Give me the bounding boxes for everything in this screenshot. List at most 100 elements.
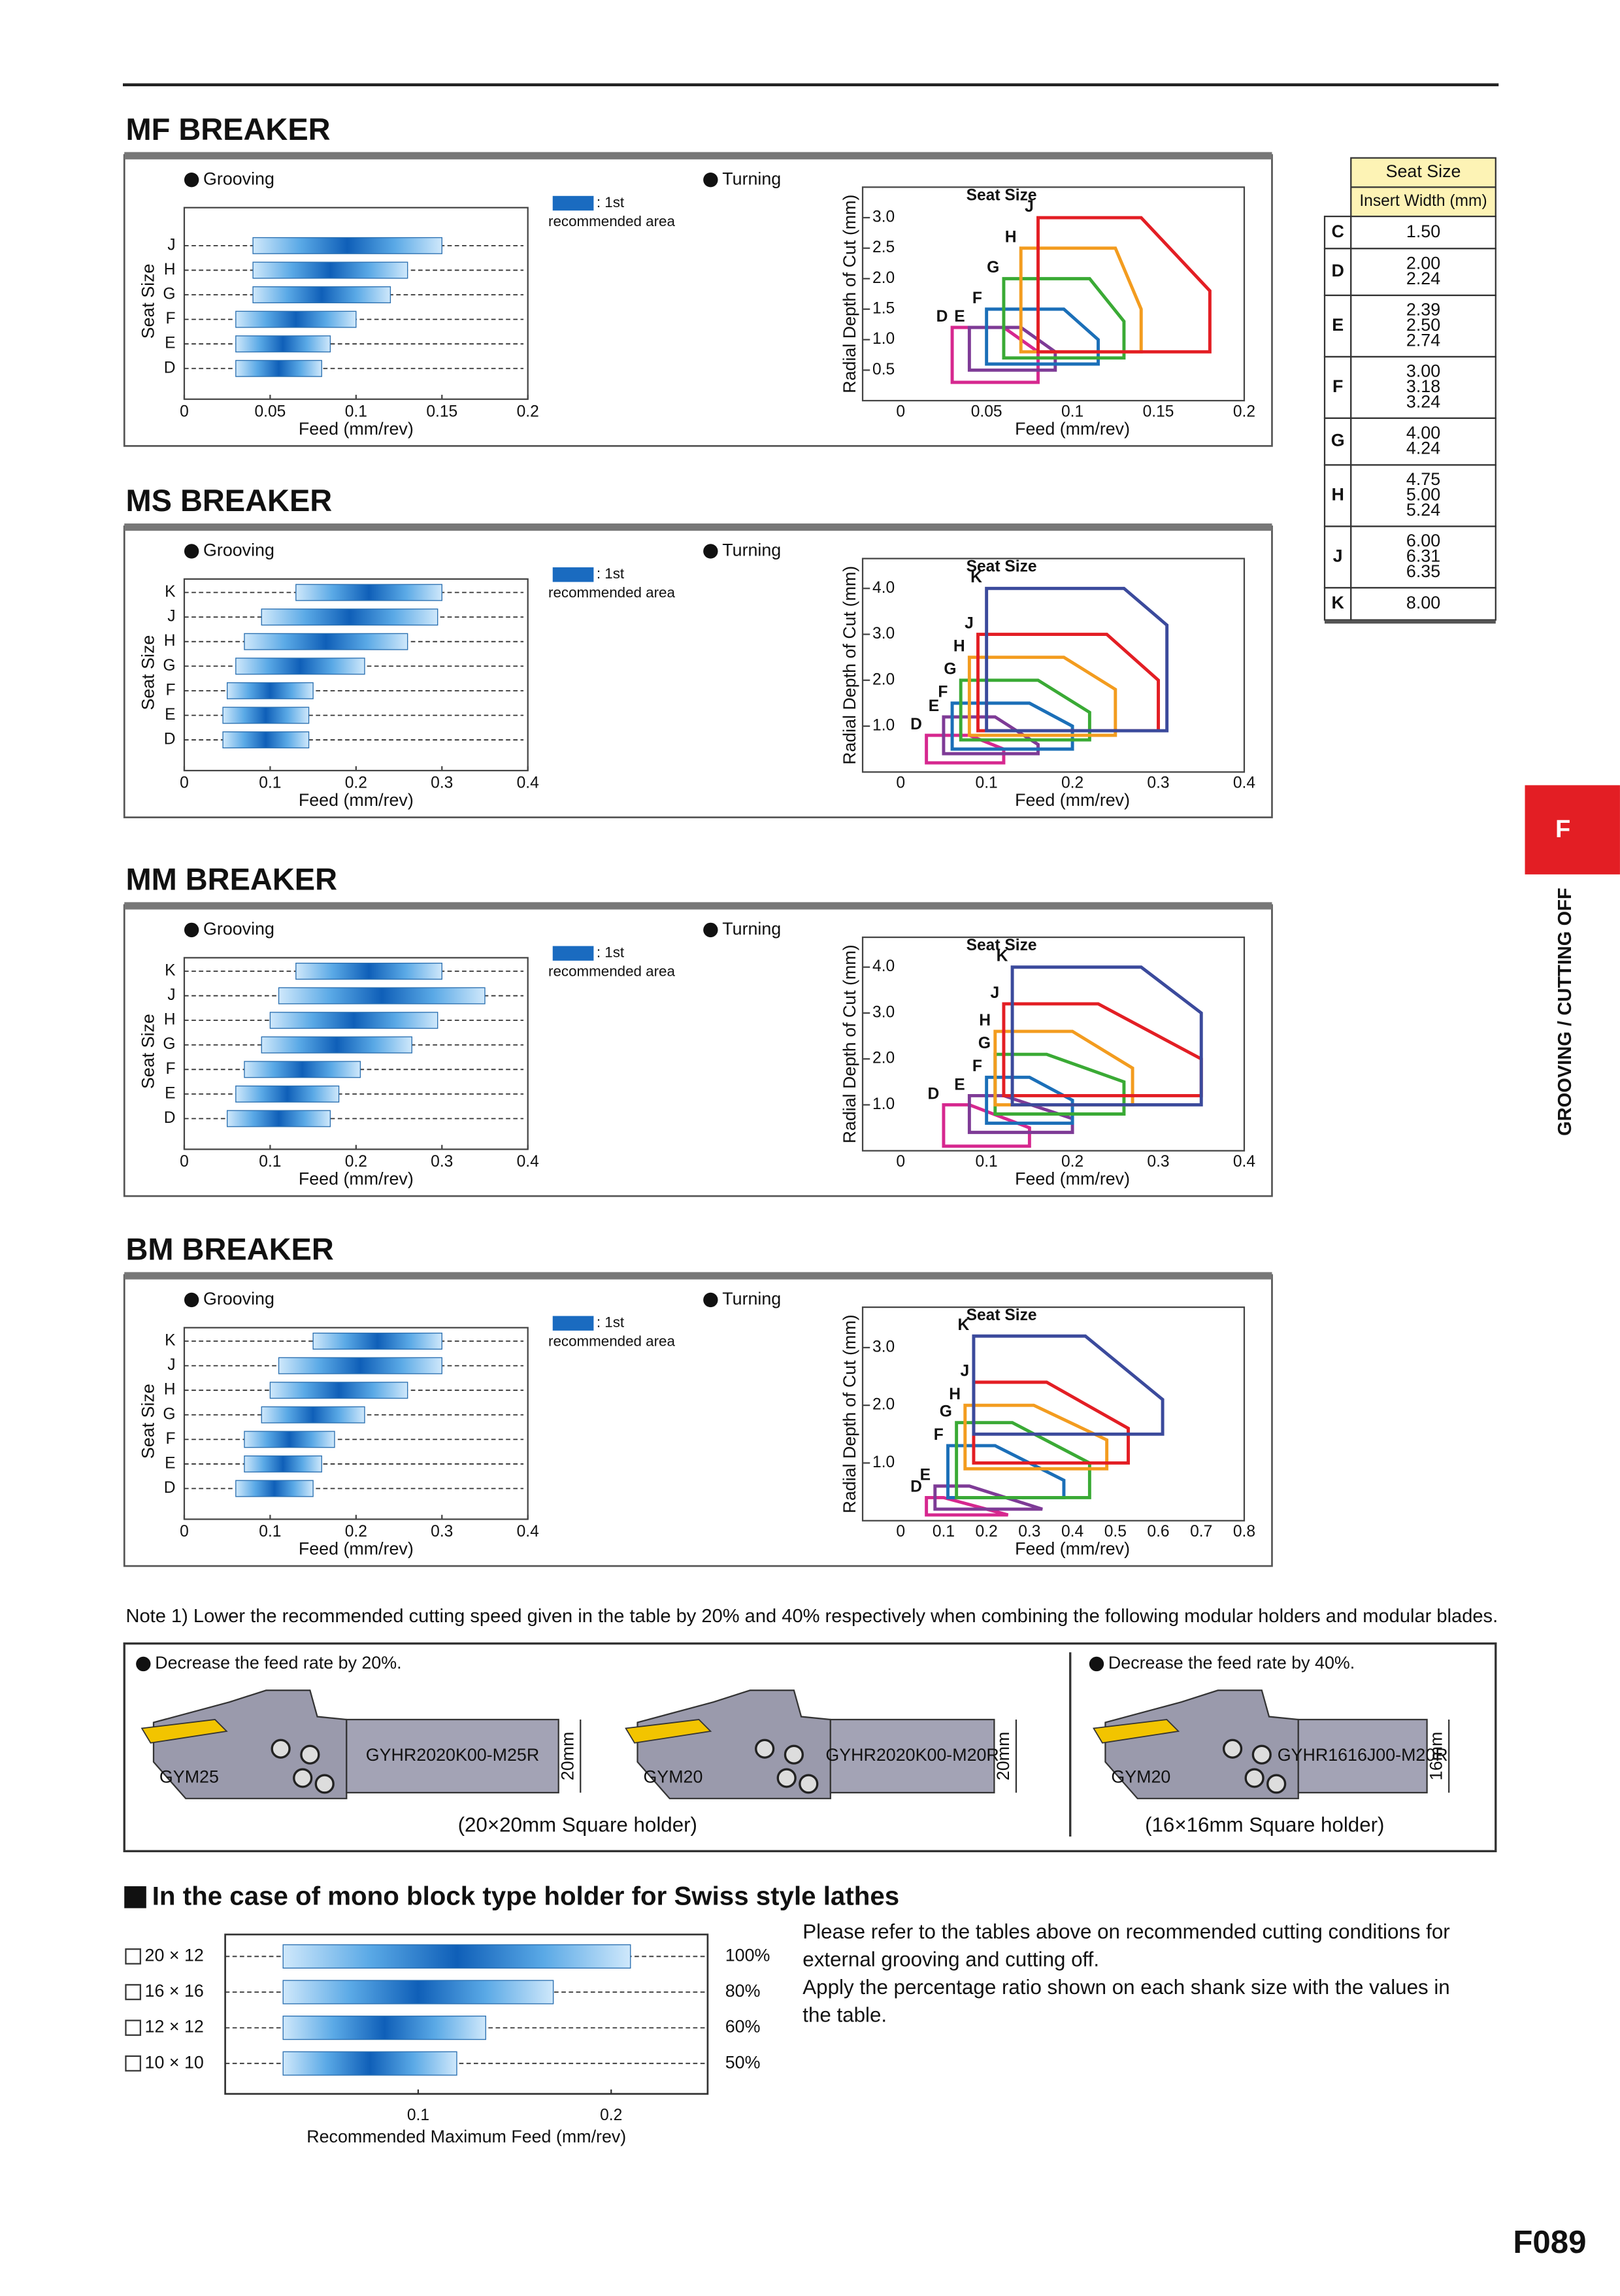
insert-width: 3.24	[1406, 391, 1440, 411]
series-label: J	[991, 984, 1000, 1002]
section-title: MM BREAKER	[125, 861, 337, 896]
x-tick-label: 0.1	[407, 2106, 429, 2124]
series-label: H	[949, 1386, 961, 1403]
category-label: 20 × 12	[145, 1946, 204, 1965]
category-label: F	[166, 681, 176, 699]
dimension-label: 20mm	[993, 1732, 1013, 1781]
x-tick-label: 0.5	[1104, 1523, 1127, 1540]
y-tick-label: 3.0	[872, 208, 895, 226]
y-tick-label: 3.0	[872, 625, 895, 642]
screw	[776, 1768, 797, 1788]
seat-size-area	[959, 678, 1091, 742]
range-bar	[235, 1480, 314, 1497]
bullet	[703, 1292, 718, 1308]
x-tick-label: 0	[180, 774, 189, 792]
x-tick-label: 0.4	[1061, 1523, 1083, 1540]
checkbox	[125, 2020, 141, 2036]
range-bar	[222, 731, 310, 749]
swiss-text: the table.	[802, 2003, 887, 2026]
side-tab-letter: F	[1555, 816, 1570, 843]
x-tick-label: 0.3	[1018, 1523, 1040, 1540]
x-tick-label: 0.4	[517, 1523, 539, 1540]
bullet	[184, 172, 199, 188]
y-tick-label: 1.0	[872, 717, 895, 735]
grooving-label: Grooving	[203, 919, 274, 939]
x-tick-label: 0.2	[976, 1523, 998, 1540]
key-label: Seat Size	[967, 558, 1037, 576]
category-label: E	[165, 706, 175, 724]
y-axis-label: Seat Size	[138, 635, 157, 710]
range-bar	[222, 707, 310, 724]
x-tick-label: 0.15	[1143, 403, 1174, 420]
x-tick-label: 0.4	[517, 774, 539, 792]
turning-label: Turning	[722, 541, 781, 560]
section-title: MF BREAKER	[125, 112, 330, 146]
insert-width: 1.50	[1406, 222, 1440, 241]
seat-size: K	[1331, 593, 1344, 612]
x-tick-label: 0.6	[1147, 1523, 1169, 1540]
seat-size-area	[946, 1444, 1066, 1499]
seat-size-area	[967, 656, 1117, 737]
category-label: K	[165, 961, 176, 979]
screw	[271, 1739, 291, 1759]
screw	[755, 1739, 775, 1759]
turning-label: Turning	[722, 1289, 781, 1308]
category-label: D	[164, 359, 176, 376]
dimension-label: 16mm	[1426, 1732, 1446, 1781]
range-bar	[235, 1085, 340, 1103]
range-bar	[278, 1357, 442, 1374]
category-label: J	[167, 1356, 175, 1374]
checkbox	[125, 2055, 141, 2072]
value-label: 60%	[725, 2017, 761, 2037]
y-axis-label: Seat Size	[138, 263, 157, 339]
range-bar	[261, 1406, 365, 1423]
seat-size-area	[950, 701, 1074, 751]
y-tick-label: 2.0	[872, 1050, 895, 1067]
category-label: G	[163, 657, 175, 674]
bullet	[136, 1656, 151, 1672]
legend-text: : 1st	[597, 194, 625, 210]
insert-width: 2.00	[1406, 253, 1440, 273]
category-label: G	[163, 1035, 175, 1053]
range-bar	[252, 237, 442, 254]
x-tick-label: 0.2	[345, 1153, 367, 1171]
seat-size-area	[1036, 216, 1212, 354]
section-title: BM BREAKER	[125, 1231, 333, 1266]
x-tick-label: 0.3	[1147, 1153, 1169, 1171]
series-label: G	[987, 259, 999, 276]
x-axis-label: Feed (mm/rev)	[299, 419, 414, 439]
category-label: J	[167, 608, 175, 625]
seat-size: F	[1332, 376, 1343, 396]
category-label: K	[165, 583, 176, 601]
table-cell	[1323, 587, 1352, 621]
range-bar	[261, 1036, 412, 1054]
x-axis-label: Feed (mm/rev)	[1015, 419, 1130, 439]
y-tick-label: 3.0	[872, 1338, 895, 1356]
x-axis-label: Feed (mm/rev)	[1015, 1169, 1130, 1189]
range-bar	[252, 261, 408, 279]
series-label: G	[940, 1403, 952, 1420]
seat-size-area	[993, 1029, 1134, 1106]
y-tick-label: 1.0	[872, 1095, 895, 1113]
x-axis-label: Feed (mm/rev)	[1015, 790, 1130, 810]
seat-size-area	[972, 1334, 1165, 1436]
y-axis-label: Radial Depth of Cut (mm)	[840, 1314, 859, 1513]
y-tick-label: 1.0	[872, 330, 895, 348]
grooving-label: Grooving	[203, 1289, 274, 1308]
series-label: H	[979, 1012, 991, 1029]
series-label: J	[965, 614, 974, 632]
turning-label: Turning	[722, 169, 781, 188]
legend-swatch	[552, 946, 594, 961]
x-tick-label: 0.1	[345, 403, 367, 420]
series-label: F	[934, 1426, 944, 1444]
category-label: 10 × 10	[145, 2052, 204, 2072]
section-title: MS BREAKER	[125, 483, 332, 518]
series-label: K	[997, 948, 1008, 965]
insert-width: 8.00	[1406, 593, 1440, 612]
x-tick-label: 0.1	[933, 1523, 955, 1540]
series-label: E	[954, 1076, 965, 1093]
legend-text: : 1st	[597, 565, 625, 582]
screw	[300, 1744, 320, 1765]
y-axis-label: Radial Depth of Cut (mm)	[840, 195, 859, 393]
x-tick-label: 0.2	[345, 774, 367, 792]
